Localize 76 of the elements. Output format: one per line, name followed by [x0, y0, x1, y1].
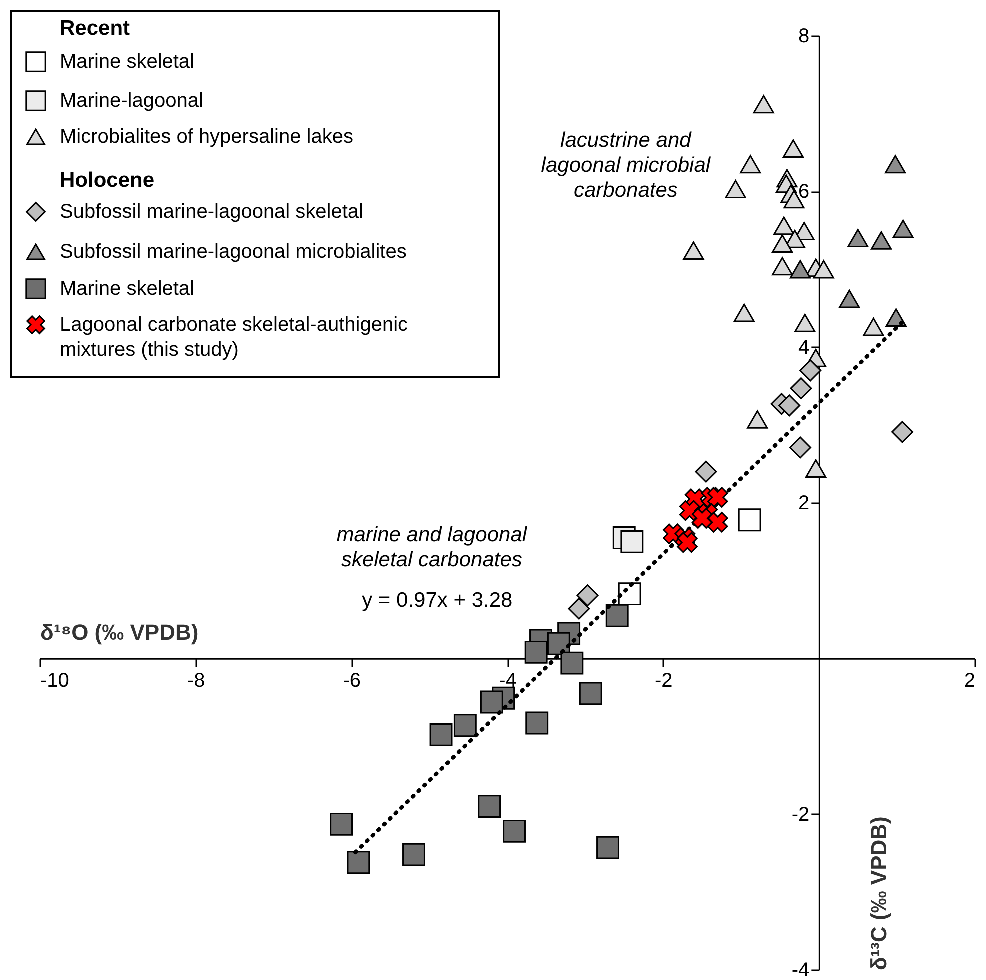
- point: [478, 795, 502, 818]
- legend-label: Marine-lagoonal: [60, 90, 204, 112]
- point: [576, 584, 599, 607]
- point: [677, 532, 698, 554]
- x-tick-label: -10: [40, 670, 70, 692]
- x-tick-label: 2: [964, 670, 976, 692]
- legend-label: Microbialites of hypersaline lakes: [60, 126, 354, 148]
- point: [480, 690, 504, 714]
- legend-label: Marine skeletal: [60, 278, 195, 300]
- point: [772, 257, 794, 276]
- y-tick-label: 4: [798, 336, 810, 359]
- legend-label: Subfossil marine-lagoonal microbialites: [60, 241, 407, 263]
- point: [885, 155, 906, 174]
- point: [430, 723, 453, 746]
- point: [794, 314, 816, 332]
- annotation: lacustrine and lagoonal microbial carbonates: [541, 129, 712, 202]
- point: [526, 712, 549, 735]
- x-tick-label: -8: [187, 670, 206, 692]
- point: [806, 460, 827, 478]
- y-tick-label: -2: [792, 804, 810, 826]
- point: [790, 260, 811, 279]
- point: [707, 512, 728, 533]
- point: [618, 582, 642, 606]
- point: [568, 598, 590, 620]
- point: [813, 260, 834, 279]
- x-tick-label: -2: [654, 670, 673, 692]
- point: [560, 652, 584, 675]
- point: [454, 714, 477, 738]
- x-tick-label: -6: [343, 670, 362, 692]
- point: [734, 304, 755, 322]
- point: [774, 216, 795, 236]
- point: [871, 232, 892, 250]
- point: [579, 682, 602, 706]
- annotation: marine and lagoonal skeletal carbonates: [336, 524, 528, 572]
- point: [524, 640, 548, 664]
- point: [892, 421, 914, 444]
- annotation: y = 0.97x + 3.28: [362, 589, 513, 612]
- point: [892, 220, 914, 238]
- y-tick-label: 6: [798, 181, 810, 204]
- annotation: Holocene: [60, 169, 155, 192]
- point: [839, 290, 860, 308]
- point: [503, 820, 526, 843]
- point: [620, 530, 644, 554]
- point: [789, 436, 812, 459]
- y-tick-label: 8: [798, 26, 810, 48]
- point: [707, 487, 728, 508]
- point: [402, 843, 426, 866]
- point: [778, 394, 801, 417]
- point: [738, 508, 762, 532]
- point: [772, 234, 794, 254]
- y-tick-label: -4: [792, 960, 810, 980]
- legend-label: Subfossil marine-lagoonal skeletal: [60, 201, 364, 223]
- legend-label: Marine skeletal: [60, 51, 195, 73]
- point: [683, 242, 704, 260]
- x-axis-title: δ¹⁸O (‰ VPDB): [40, 620, 199, 646]
- point: [863, 318, 884, 336]
- y-tick-label: 2: [798, 492, 810, 514]
- point: [347, 851, 370, 874]
- y-axis-title: δ¹³C (‰ VPDB): [866, 816, 892, 970]
- point: [800, 360, 822, 382]
- x-tick-label: -4: [499, 670, 517, 692]
- point: [886, 308, 907, 327]
- point: [848, 229, 869, 248]
- point: [753, 95, 774, 114]
- annotation: Recent: [60, 17, 130, 40]
- point: [606, 604, 629, 628]
- point: [695, 460, 718, 483]
- point: [740, 155, 762, 174]
- point: [782, 140, 804, 158]
- point: [692, 508, 713, 529]
- legend-label: Lagoonal carbonate skeletal-authigenic mixtures (this study): [60, 314, 408, 361]
- point: [747, 410, 768, 429]
- point: [330, 812, 354, 836]
- point: [596, 836, 620, 860]
- point: [725, 180, 746, 199]
- point: [790, 378, 812, 400]
